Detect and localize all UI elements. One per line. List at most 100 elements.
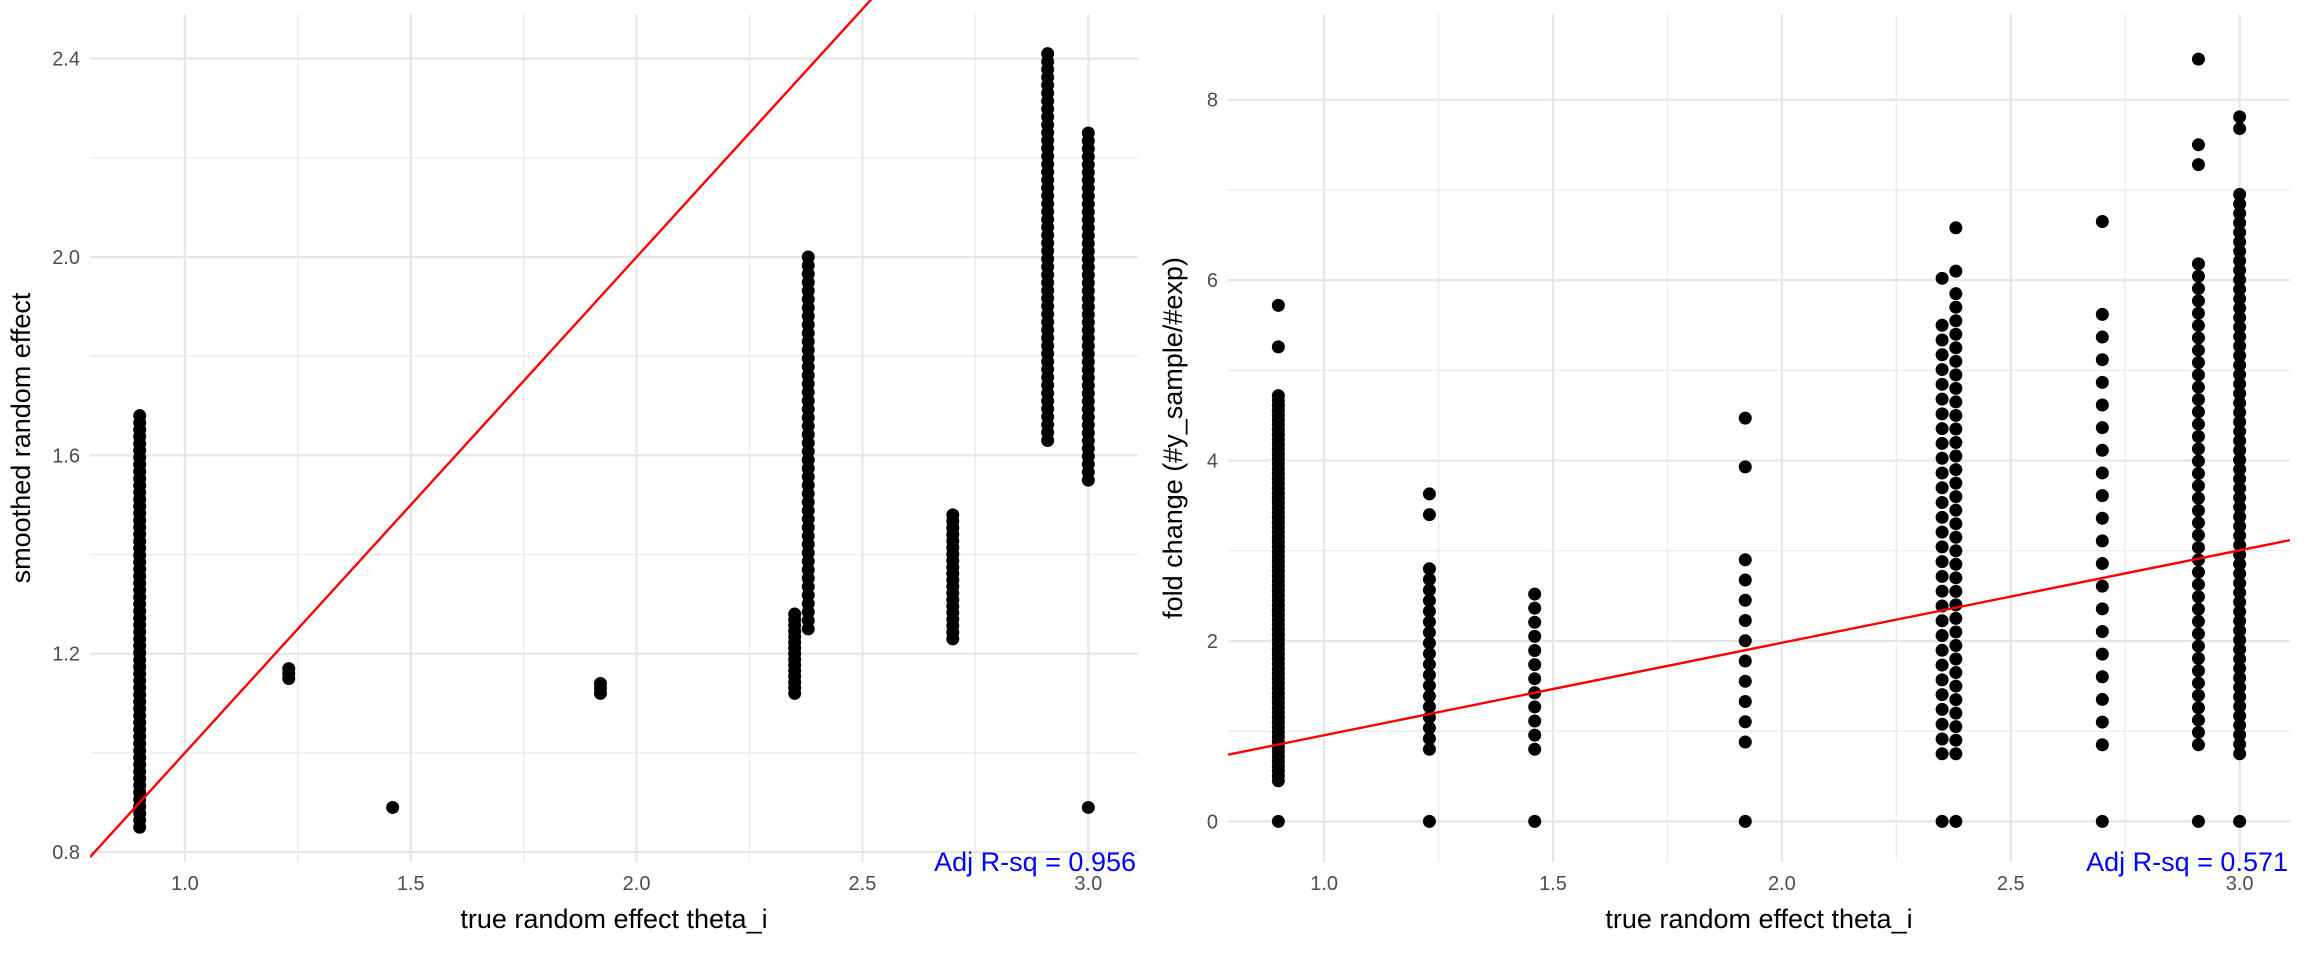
chart-panel-1: 1.0 1.5 2.0 2.5 3.0 0.8 1.2 1.6 2.0 2.4 true rando… <box>6 0 1138 934</box>
data-point <box>2095 353 2109 367</box>
data-point <box>2191 282 2205 296</box>
adj-r-sq-annotation: Adj R-sq = 0.571 <box>2086 847 2288 877</box>
data-point <box>1949 314 1963 328</box>
data-point <box>1949 611 1963 625</box>
data-point <box>2191 442 2205 456</box>
data-point <box>1949 584 1963 598</box>
data-point <box>2233 235 2247 249</box>
data-point <box>2095 466 2109 480</box>
data-point <box>2095 579 2109 593</box>
x-tick-label: 2.0 <box>623 873 651 895</box>
data-point <box>1949 422 1963 436</box>
data-point <box>2233 519 2247 533</box>
data-point <box>593 676 607 690</box>
data-point <box>1949 652 1963 666</box>
data-point <box>1935 747 1949 761</box>
data-point <box>1949 571 1963 585</box>
data-point <box>1935 614 1949 628</box>
y-tick-label: 8 <box>1207 90 1218 112</box>
data-point <box>1738 674 1752 688</box>
data-point <box>1422 647 1436 661</box>
y-tick-label: 0.8 <box>52 842 80 864</box>
data-point <box>2095 534 2109 548</box>
data-point <box>2233 671 2247 685</box>
data-point <box>2233 462 2247 476</box>
data-point <box>2191 269 2205 283</box>
data-point <box>1949 544 1963 558</box>
y-tick-label: 2 <box>1207 631 1218 653</box>
data-point <box>1422 572 1436 586</box>
x-tick-label: 1.0 <box>171 873 199 895</box>
data-point <box>2095 647 2109 661</box>
tick-labels: 1.0 1.5 2.0 2.5 3.0 0.8 1.2 1.6 2.0 2.4 <box>52 49 1102 895</box>
data-point <box>2233 349 2247 363</box>
data-point <box>2233 368 2247 382</box>
data-point <box>2191 466 2205 480</box>
data-point <box>2233 652 2247 666</box>
data-point <box>1949 557 1963 571</box>
data-point <box>2233 586 2247 600</box>
data-point <box>801 250 815 264</box>
data-point <box>2191 602 2205 616</box>
data-point <box>2095 670 2109 684</box>
data-point <box>133 409 147 423</box>
data-point <box>2191 158 2205 172</box>
data-point <box>2233 330 2247 344</box>
data-point <box>2233 605 2247 619</box>
x-tick-label: 2.0 <box>1768 873 1796 895</box>
data-point <box>1422 689 1436 703</box>
data-point <box>1935 525 1949 539</box>
data-point <box>1528 814 1542 828</box>
data-point <box>1422 636 1436 650</box>
data-point <box>2191 639 2205 653</box>
x-tick-label: 2.5 <box>1997 873 2025 895</box>
data-point <box>2191 405 2205 419</box>
data-point <box>1738 814 1752 828</box>
data-point <box>1528 728 1542 742</box>
data-point <box>2233 633 2247 647</box>
data-point <box>1422 487 1436 501</box>
data-point <box>2233 254 2247 268</box>
data-point <box>1081 126 1095 140</box>
data-point <box>1935 451 1949 465</box>
data-point <box>1528 742 1542 756</box>
data-point <box>1949 463 1963 477</box>
data-point <box>2233 405 2247 419</box>
data-point <box>1949 476 1963 490</box>
data-point <box>1271 298 1285 312</box>
data-point <box>1935 377 1949 391</box>
data-point <box>2191 417 2205 431</box>
data-point <box>1738 593 1752 607</box>
data-point <box>2233 244 2247 258</box>
data-points <box>1271 52 2247 828</box>
data-point <box>1935 629 1949 643</box>
data-point <box>2191 257 2205 271</box>
data-point <box>2095 398 2109 412</box>
data-point <box>1949 395 1963 409</box>
data-point <box>2233 500 2247 514</box>
data-point <box>1949 449 1963 463</box>
data-point <box>1528 601 1542 615</box>
data-points <box>133 47 1095 834</box>
data-point <box>2191 590 2205 604</box>
data-point <box>1738 614 1752 628</box>
data-point <box>2191 52 2205 66</box>
data-point <box>1738 411 1752 425</box>
data-point <box>2233 206 2247 220</box>
data-point <box>1422 583 1436 597</box>
data-point <box>2233 661 2247 675</box>
data-point <box>1738 553 1752 567</box>
data-point <box>1935 271 1949 285</box>
data-point <box>1935 481 1949 495</box>
data-point <box>2191 701 2205 715</box>
data-point <box>2233 197 2247 211</box>
data-point <box>2191 343 2205 357</box>
data-point <box>2233 747 2247 761</box>
data-point <box>1422 508 1436 522</box>
data-point <box>1422 742 1436 756</box>
x-axis-title: true random effect theta_i <box>1605 904 1912 934</box>
data-point <box>1949 733 1963 747</box>
data-point <box>2233 396 2247 410</box>
data-point <box>1935 422 1949 436</box>
